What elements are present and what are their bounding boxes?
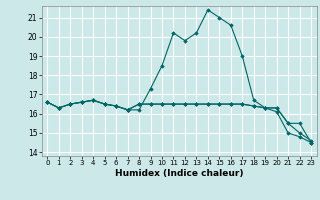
X-axis label: Humidex (Indice chaleur): Humidex (Indice chaleur)	[115, 169, 244, 178]
